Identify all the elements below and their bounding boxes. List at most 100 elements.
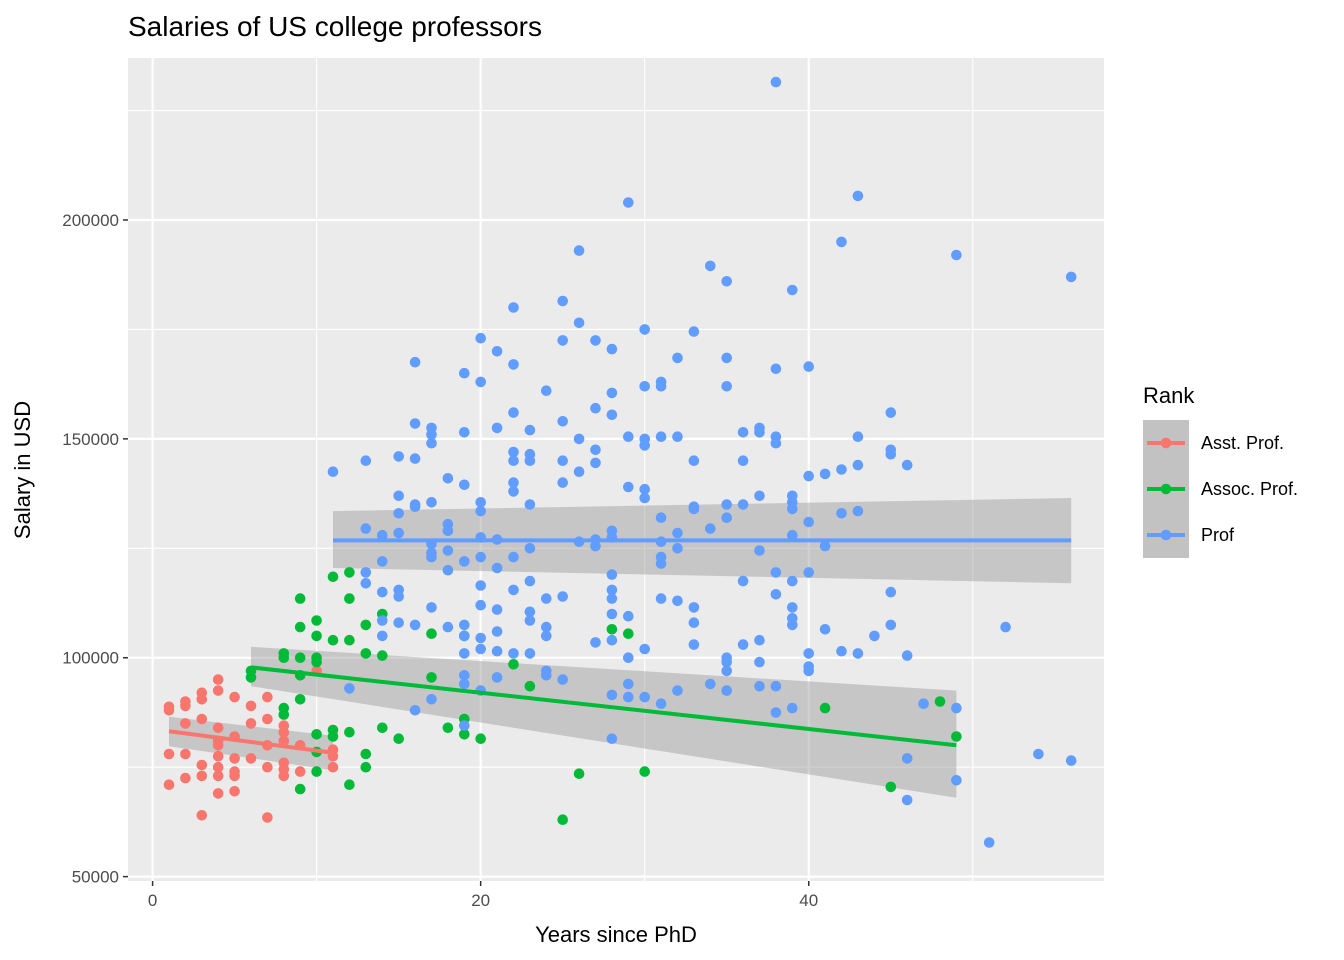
data-point [623, 197, 634, 208]
data-point [623, 481, 634, 493]
data-point [672, 595, 683, 607]
data-point [770, 437, 782, 449]
data-point [754, 634, 765, 646]
data-point [327, 571, 339, 583]
data-point [623, 610, 634, 622]
data-point [524, 615, 536, 626]
data-point [278, 735, 290, 747]
data-point [459, 556, 470, 567]
data-point [672, 352, 683, 364]
data-point [885, 407, 897, 418]
data-point [426, 602, 437, 613]
data-point [672, 527, 683, 539]
data-point [377, 650, 388, 661]
data-point [360, 648, 372, 659]
data-point [459, 648, 470, 659]
data-point [901, 794, 913, 806]
data-point [229, 786, 240, 797]
data-point [819, 468, 831, 480]
data-point [688, 617, 700, 628]
y-tick-label: 150000 [62, 430, 119, 449]
data-point [901, 459, 913, 471]
data-point [278, 770, 290, 782]
data-point [360, 619, 372, 631]
data-point [655, 698, 667, 709]
fit-lines [168, 538, 1072, 755]
data-point [573, 768, 585, 779]
data-point [721, 381, 732, 392]
data-point [491, 672, 503, 683]
data-point [901, 650, 913, 661]
data-point [787, 575, 798, 587]
data-point [393, 617, 405, 628]
data-point [623, 628, 634, 639]
data-point [360, 761, 372, 773]
data-point [327, 761, 339, 773]
data-point [409, 501, 421, 512]
data-point [852, 459, 864, 471]
data-point [639, 492, 650, 504]
data-point [344, 634, 355, 646]
data-point [327, 466, 339, 478]
data-point [212, 740, 224, 751]
data-point [787, 529, 798, 541]
data-point [770, 707, 782, 718]
data-point [426, 628, 437, 639]
data-point [541, 385, 552, 397]
data-point [442, 621, 454, 633]
data-point [524, 543, 536, 554]
data-point [508, 446, 519, 458]
x-tick-label: 40 [799, 891, 818, 910]
data-point [409, 619, 421, 631]
data-point [294, 652, 306, 663]
data-point [180, 700, 191, 712]
data-point [393, 733, 405, 744]
data-point [606, 624, 618, 635]
data-point [212, 685, 224, 696]
data-point [245, 672, 257, 683]
data-point [294, 694, 306, 705]
fit-line [250, 665, 957, 748]
legend-label: Assoc. Prof. [1201, 479, 1298, 499]
data-point [442, 545, 454, 556]
data-point [606, 584, 618, 596]
data-point [639, 440, 650, 451]
data-point [819, 540, 831, 552]
data-point [377, 529, 388, 541]
data-point [852, 505, 864, 517]
data-point [508, 486, 519, 497]
data-point [524, 648, 536, 659]
data-point [360, 567, 372, 578]
data-point [508, 551, 519, 563]
data-point [294, 621, 306, 633]
data-point [377, 586, 388, 598]
data-point [344, 683, 355, 694]
data-point [770, 589, 782, 600]
data-point [294, 593, 306, 604]
data-point [163, 748, 175, 760]
data-point [557, 416, 568, 427]
data-point [655, 431, 667, 443]
data-point [344, 567, 355, 578]
data-point [770, 680, 782, 692]
data-point [819, 702, 831, 714]
data-point [721, 512, 732, 523]
data-point [426, 429, 437, 440]
data-point [573, 433, 585, 445]
y-tick-label: 50000 [72, 868, 119, 887]
data-point [409, 453, 421, 464]
data-point [311, 615, 322, 626]
data-point [770, 567, 782, 578]
data-point [606, 569, 618, 580]
data-point [606, 387, 618, 399]
data-point [327, 731, 339, 742]
data-point [524, 424, 536, 436]
data-point [737, 455, 749, 467]
data-point [459, 630, 470, 642]
data-point [836, 236, 847, 248]
data-point [196, 694, 208, 705]
data-point [262, 691, 273, 703]
data-point [426, 551, 437, 563]
data-point [721, 685, 732, 696]
data-point [705, 260, 716, 272]
